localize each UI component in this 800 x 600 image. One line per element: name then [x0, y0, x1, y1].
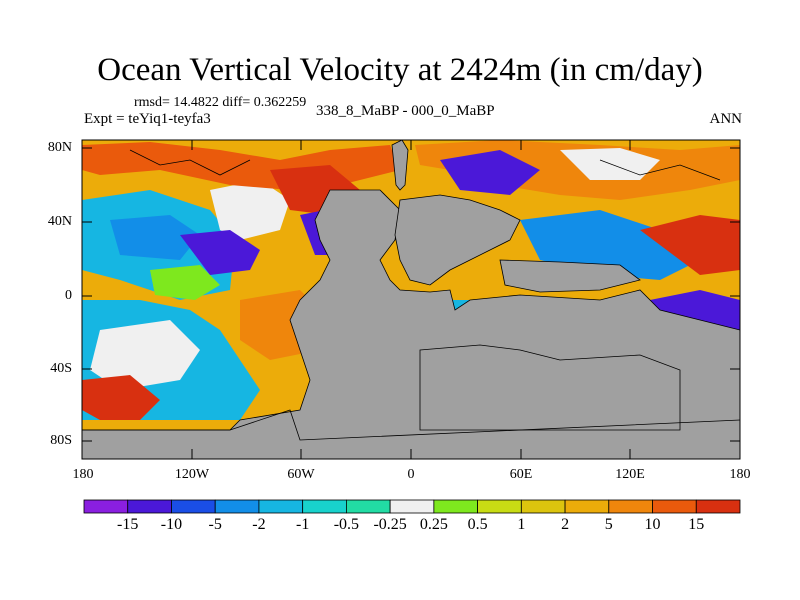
colorbar-swatch [258, 499, 304, 514]
field-blob [150, 265, 220, 300]
colorbar-swatch [520, 499, 566, 514]
map-area [82, 140, 740, 459]
colorbar-swatch [171, 499, 216, 514]
field-blob [180, 230, 260, 275]
colorbar-swatch [345, 499, 391, 514]
colorbar-swatch [389, 499, 435, 514]
lat-label: 40S [50, 361, 72, 376]
field-blob [210, 180, 290, 240]
colorbar-swatch [214, 499, 260, 514]
lon-label: 120E [615, 467, 645, 482]
experiment-line: Expt = teYiq1-teyfa3 [84, 111, 211, 127]
colorbar-swatch [433, 499, 479, 514]
colorbar-label: 15 [688, 516, 705, 533]
colorbar-swatch [83, 499, 129, 514]
land-mass [419, 344, 681, 431]
lon-label: 180 [72, 467, 94, 482]
colorbar-label: -1 [295, 516, 310, 533]
colorbar-label: 2 [561, 516, 570, 533]
colorbar-label: 1 [517, 516, 526, 533]
colorbar-label: -5 [208, 516, 222, 533]
season-label: ANN [709, 111, 743, 127]
colorbar-label: -15 [117, 516, 139, 533]
lon-label: 60E [509, 467, 533, 482]
colorbar-label: -2 [252, 516, 266, 533]
lon-label: 180 [729, 467, 751, 482]
lon-label: 120W [174, 467, 210, 482]
colorbar-label: -0.5 [333, 516, 360, 533]
land-mass [391, 140, 409, 191]
lat-label: 40N [47, 214, 72, 229]
colorbar-label: 0.25 [419, 516, 448, 533]
colorbar-swatch [302, 499, 347, 514]
coastline [82, 409, 740, 441]
axis-ticks [82, 140, 740, 459]
stats-line: rmsd= 14.4822 diff= 0.362259 [134, 95, 307, 110]
colorbar-label: 0.5 [467, 516, 488, 533]
colorbar-swatch [608, 499, 653, 514]
colorbar-label: -0.25 [373, 516, 407, 533]
lon-label: 60W [287, 467, 315, 482]
colorbar-swatch [564, 499, 610, 514]
coastline [599, 159, 721, 181]
map-title: Ocean Vertical Velocity at 2424m (in cm/… [97, 52, 703, 88]
colorbar-label: 10 [644, 516, 661, 533]
field-blob [90, 320, 200, 390]
colorbar-swatch [477, 499, 522, 514]
field-blob [110, 215, 200, 260]
field-blob [82, 375, 160, 420]
colorbar [83, 499, 741, 514]
colorbar-label: 5 [604, 516, 613, 533]
land-mass [499, 259, 641, 293]
coastline [129, 149, 251, 176]
lat-label: 80N [47, 140, 72, 155]
colorbar-swatch [695, 499, 741, 514]
lat-label: 0 [65, 288, 72, 303]
field-blob [440, 150, 540, 195]
difference-line: 338_8_MaBP - 000_0_MaBP [316, 103, 495, 119]
colorbar-label: -10 [160, 516, 183, 533]
colorbar-swatch [127, 499, 172, 514]
field-blob [640, 215, 740, 275]
land-mass [394, 194, 521, 286]
colorbar-swatch [652, 499, 697, 514]
lat-label: 80S [50, 433, 72, 448]
lon-label: 0 [407, 467, 415, 482]
